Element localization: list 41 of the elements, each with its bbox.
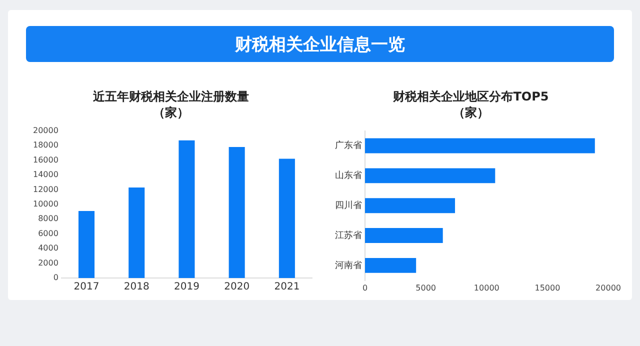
text: 财税相关企业信息一览: [235, 34, 405, 56]
bar: [365, 198, 456, 214]
y-tick-label: 广东省: [335, 140, 362, 152]
y-tick-label: 6000: [38, 228, 58, 238]
bar: [128, 187, 145, 278]
x-tick-label: 2017: [74, 282, 100, 293]
bar: [365, 138, 595, 154]
x-tick-label: 15000: [534, 283, 560, 292]
bar: [365, 228, 443, 243]
x-tick-label: 5000: [416, 283, 436, 292]
y-tick-label: 8000: [38, 214, 58, 224]
y-tick-label: 14000: [32, 170, 58, 180]
y-tick-label: 2000: [38, 258, 58, 268]
bar: [228, 146, 245, 278]
y-tick-label: 18000: [32, 140, 58, 150]
bar: [278, 158, 295, 278]
y-tick-label: 河南省: [335, 260, 362, 271]
x-tick-label: 2020: [224, 282, 250, 293]
chart-title: 近五年财税相关企业注册数量: [92, 89, 249, 104]
bar: [78, 211, 95, 278]
x-tick-label: 2019: [174, 282, 200, 293]
chart-title: 财税相关企业地区分布TOP5: [392, 89, 549, 104]
y-tick-label: 四川省: [335, 200, 362, 211]
chart-subtitle: （家）: [153, 106, 189, 120]
x-tick-label: 10000: [474, 283, 500, 292]
bar: [365, 168, 496, 184]
x-tick-label: 2018: [124, 282, 150, 293]
x-tick-label: 2021: [274, 282, 300, 293]
y-tick-label: 江苏省: [335, 230, 362, 241]
bar: [365, 258, 416, 273]
bar: [178, 140, 195, 278]
y-tick-label: 12000: [32, 184, 58, 194]
x-tick-label: 20000: [596, 283, 621, 292]
y-tick-label: 4000: [38, 244, 58, 253]
y-tick-label: 16000: [32, 155, 58, 164]
y-tick-label: 山东省: [335, 170, 362, 182]
y-tick-label: 10000: [32, 199, 58, 208]
y-tick-label: 0: [53, 273, 58, 282]
chart-subtitle: （家）: [453, 106, 489, 120]
y-tick-label: 20000: [32, 126, 58, 135]
x-tick-label: 0: [362, 283, 368, 292]
